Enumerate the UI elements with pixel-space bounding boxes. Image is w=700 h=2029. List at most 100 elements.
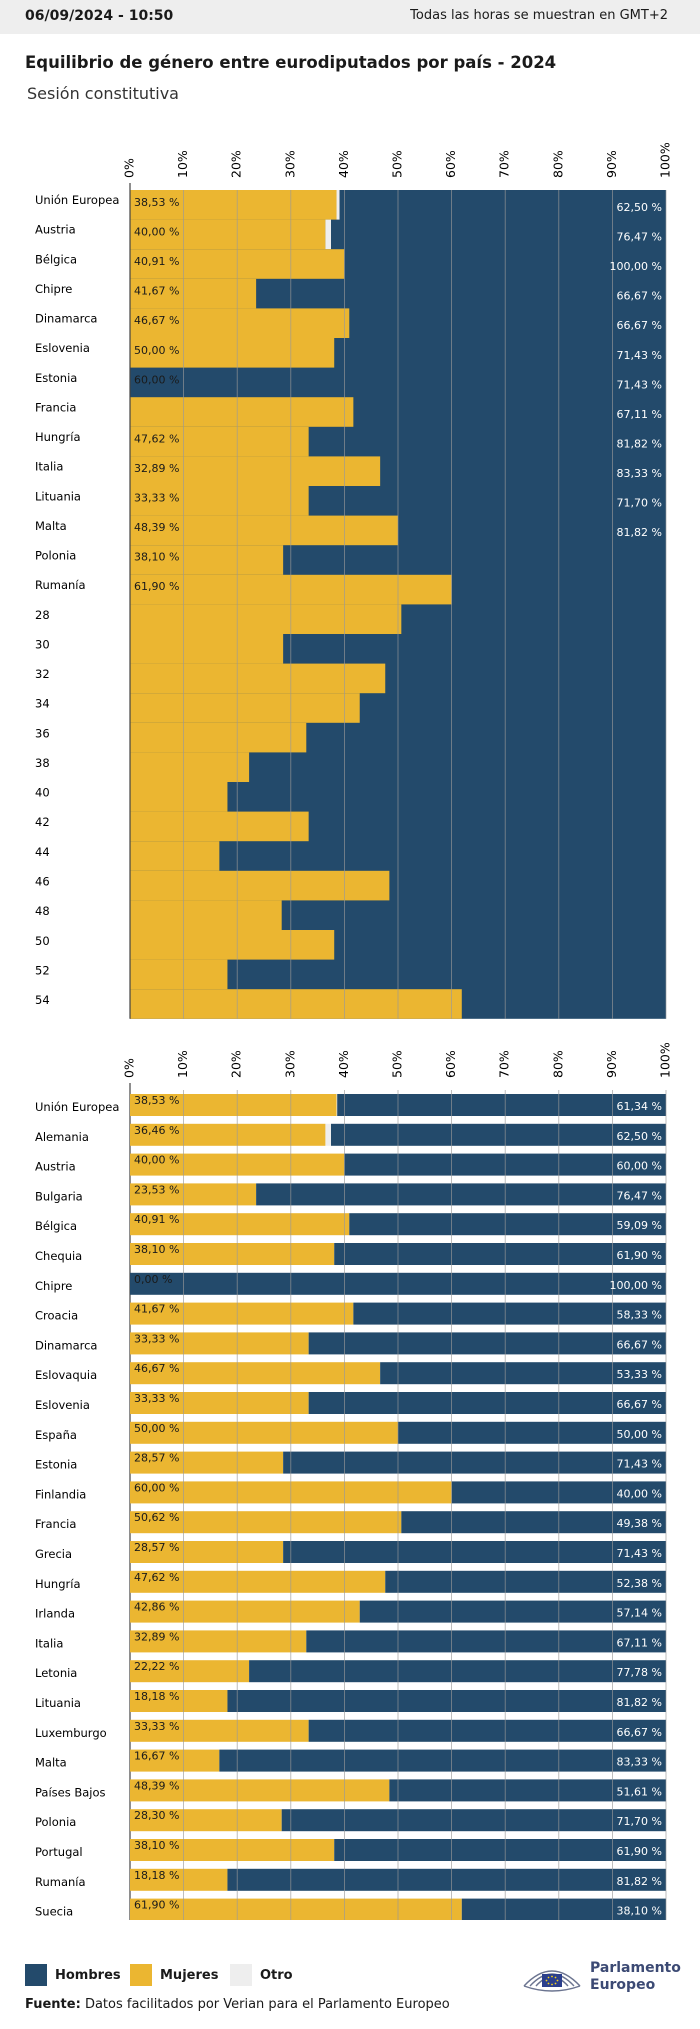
value-label-mujeres: 18,18 %: [134, 1690, 179, 1703]
bar-mujeres: [130, 1809, 282, 1832]
row-label: Chipre: [35, 282, 72, 296]
row-label: Estonia: [35, 1458, 77, 1472]
row-label: Grecia: [35, 1547, 72, 1561]
value-label-mujeres: 28,57 %: [134, 1452, 179, 1465]
value-label-hombres: 53,33 %: [617, 1368, 662, 1381]
page-subtitle: Sesión constitutiva: [27, 84, 179, 103]
bar-mujeres: [130, 1183, 257, 1206]
value-label-hombres: 81,82 %: [617, 437, 662, 450]
row-label: Luxemburgo: [35, 1726, 107, 1740]
logo-line-2: Europeo: [590, 1977, 656, 1993]
row-label: 34: [35, 697, 50, 711]
bar-mujeres: [130, 1243, 335, 1265]
value-label-hombres: 66,67 %: [617, 1398, 662, 1411]
value-label-mujeres: 40,91 %: [134, 1213, 179, 1226]
value-label-mujeres: 36,46 %: [134, 1124, 179, 1137]
bar-mujeres: [130, 545, 284, 575]
value-label-hombres: 66,67 %: [617, 319, 662, 332]
value-label-mujeres: 32,89 %: [134, 462, 179, 475]
bar-mujeres: [130, 1898, 462, 1920]
value-label-hombres: 81,82 %: [617, 1875, 662, 1888]
axis-tick-label: 50%: [390, 150, 405, 178]
row-label: 40: [35, 786, 50, 800]
bar-hombres: [353, 1302, 666, 1325]
row-label: Francia: [35, 400, 76, 414]
bar-mujeres: [130, 1362, 381, 1385]
row-label: Eslovenia: [35, 1398, 90, 1412]
value-label-hombres: 71,43 %: [617, 1547, 662, 1560]
row-label: Francia: [35, 1517, 76, 1531]
bar-mujeres: [130, 782, 228, 812]
legend-swatch-mujeres: [130, 1964, 152, 1986]
bar-hombres: [337, 1094, 666, 1116]
bar-mujeres: [130, 338, 335, 368]
bar-mujeres: [130, 1868, 228, 1891]
value-label-hombres: 59,09 %: [617, 1219, 662, 1232]
row-label: Unión Europea: [35, 193, 119, 207]
value-label-hombres: 100,00 %: [610, 260, 662, 273]
value-label-mujeres: 33,33 %: [134, 1332, 179, 1345]
bar-hombres: [227, 1868, 666, 1891]
bar-mujeres: [130, 1600, 360, 1623]
row-label: 50: [35, 934, 50, 948]
bar-mujeres: [130, 1690, 228, 1712]
bar-mujeres: [130, 1332, 309, 1355]
bar-hombres: [256, 1183, 666, 1206]
value-label-mujeres: 60,00 %: [134, 373, 179, 386]
bar-hombres: [398, 1421, 666, 1444]
legend-label-mujeres: Mujeres: [160, 1968, 219, 1983]
bar-hombres: [306, 1630, 666, 1653]
value-label-mujeres: 48,39 %: [134, 1779, 179, 1792]
value-label-mujeres: 28,57 %: [134, 1541, 179, 1554]
row-label: Alemania: [35, 1130, 89, 1144]
axis-tick-label: 100%: [658, 1042, 673, 1078]
row-label: Malta: [35, 519, 67, 533]
row-label: Eslovaquia: [35, 1368, 97, 1382]
datetime: 06/09/2024 - 10:50: [25, 8, 174, 24]
source-note: Fuente: Datos facilitados por Verian par…: [25, 1997, 450, 2012]
value-label-mujeres: 47,62 %: [134, 1571, 179, 1584]
row-label: 44: [35, 845, 50, 859]
value-label-mujeres: 40,00 %: [134, 1154, 179, 1167]
axis-tick-label: 60%: [443, 1050, 458, 1078]
source-text: Datos facilitados por Verian para el Par…: [84, 1997, 450, 2012]
value-label-hombres: 61,34 %: [617, 1100, 662, 1113]
axis-tick-label: 50%: [390, 1050, 405, 1078]
value-label-hombres: 81,82 %: [617, 526, 662, 539]
row-label: Chequia: [35, 1249, 82, 1263]
row-label: España: [35, 1428, 77, 1442]
axis-tick-label: 70%: [497, 1050, 512, 1078]
axis-tick-label: 0%: [122, 1058, 137, 1078]
bar-mujeres: [130, 604, 402, 634]
bar-mujeres: [130, 1123, 326, 1146]
value-label-hombres: 77,78 %: [617, 1666, 662, 1679]
bar-otro: [336, 190, 340, 220]
bar-mujeres: [130, 1451, 284, 1474]
row-label: 46: [35, 874, 50, 888]
value-label-hombres: 76,47 %: [617, 231, 662, 244]
bar-mujeres: [130, 811, 309, 842]
value-label-hombres: 61,90 %: [617, 1249, 662, 1262]
bar-mujeres: [130, 1421, 398, 1444]
value-label-hombres: 83,33 %: [617, 467, 662, 480]
value-label-hombres: 71,70 %: [617, 497, 662, 510]
row-label: Irlanda: [35, 1607, 75, 1621]
value-label-hombres: 71,43 %: [617, 1458, 662, 1471]
bar-mujeres: [130, 1541, 284, 1563]
row-label: Finlandia: [35, 1487, 86, 1501]
row-label: Países Bajos: [35, 1785, 106, 1799]
value-label-hombres: 71,43 %: [617, 349, 662, 362]
row-label: Italia: [35, 460, 63, 474]
row-label: Polonia: [35, 549, 76, 563]
bar-hombres: [401, 1511, 666, 1534]
bar-mujeres: [130, 278, 257, 309]
value-label-mujeres: 33,33 %: [134, 1720, 179, 1733]
bar-mujeres: [130, 1302, 354, 1325]
axis-tick-label: 100%: [658, 142, 673, 178]
value-label-mujeres: 28,30 %: [134, 1809, 179, 1822]
bar-mujeres: [130, 1749, 220, 1772]
value-label-mujeres: 50,62 %: [134, 1511, 179, 1524]
value-label-hombres: 62,50 %: [617, 1130, 662, 1143]
row-label: 36: [35, 726, 50, 740]
value-label-mujeres: 61,90 %: [134, 1899, 179, 1912]
